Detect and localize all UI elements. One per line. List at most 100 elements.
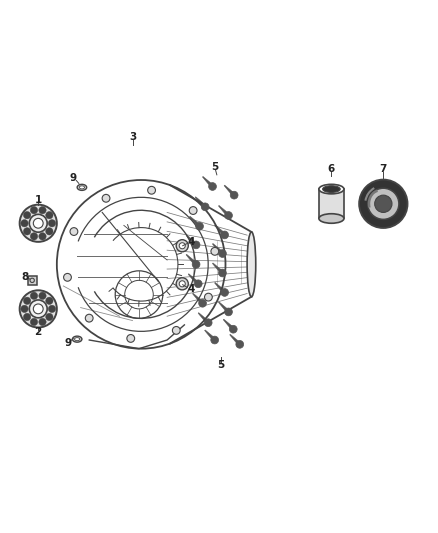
Circle shape: [85, 314, 93, 322]
Circle shape: [221, 231, 229, 239]
Circle shape: [374, 195, 392, 213]
Circle shape: [70, 228, 78, 236]
Circle shape: [194, 280, 202, 288]
Ellipse shape: [247, 232, 256, 297]
Circle shape: [192, 241, 200, 249]
Bar: [28, 276, 36, 285]
Text: 3: 3: [129, 132, 136, 142]
Circle shape: [179, 281, 185, 287]
Circle shape: [225, 212, 233, 220]
Circle shape: [48, 220, 56, 227]
Circle shape: [179, 243, 185, 249]
Text: 4: 4: [188, 284, 195, 294]
Circle shape: [102, 195, 110, 202]
Polygon shape: [215, 282, 226, 294]
Circle shape: [204, 319, 212, 327]
Circle shape: [199, 300, 206, 307]
Polygon shape: [186, 254, 197, 265]
Circle shape: [211, 336, 219, 344]
Circle shape: [33, 304, 43, 314]
Circle shape: [192, 261, 200, 268]
Circle shape: [39, 292, 46, 300]
Circle shape: [176, 240, 188, 252]
Circle shape: [219, 249, 226, 257]
Polygon shape: [190, 216, 201, 228]
Circle shape: [23, 297, 31, 304]
Ellipse shape: [72, 336, 82, 342]
Polygon shape: [205, 330, 216, 341]
Circle shape: [39, 206, 46, 214]
Circle shape: [21, 220, 28, 227]
Circle shape: [46, 313, 53, 321]
Polygon shape: [195, 197, 206, 208]
Circle shape: [208, 183, 216, 190]
Circle shape: [39, 318, 46, 326]
Circle shape: [148, 187, 155, 194]
Ellipse shape: [79, 186, 85, 189]
Polygon shape: [186, 235, 197, 246]
Polygon shape: [192, 293, 204, 304]
Circle shape: [23, 228, 31, 235]
Ellipse shape: [74, 337, 80, 341]
Circle shape: [33, 219, 43, 228]
Circle shape: [236, 341, 244, 348]
Circle shape: [176, 278, 188, 290]
Polygon shape: [230, 334, 241, 345]
Circle shape: [30, 206, 38, 214]
Circle shape: [127, 335, 134, 342]
Polygon shape: [188, 274, 199, 285]
Text: 8: 8: [21, 272, 29, 282]
Ellipse shape: [319, 214, 344, 223]
Circle shape: [29, 214, 47, 232]
Text: 9: 9: [69, 173, 76, 183]
Text: 5: 5: [218, 360, 225, 370]
Ellipse shape: [323, 185, 340, 192]
Ellipse shape: [77, 184, 87, 190]
Circle shape: [23, 212, 31, 219]
Circle shape: [368, 188, 399, 220]
Polygon shape: [215, 225, 226, 236]
Circle shape: [46, 212, 53, 219]
Circle shape: [30, 292, 38, 300]
Text: 2: 2: [35, 327, 42, 337]
Circle shape: [173, 327, 180, 334]
Circle shape: [211, 247, 219, 255]
Polygon shape: [224, 185, 235, 196]
Text: 4: 4: [188, 237, 195, 247]
Ellipse shape: [319, 184, 344, 194]
Circle shape: [30, 233, 38, 240]
Circle shape: [221, 288, 229, 296]
Circle shape: [48, 305, 56, 312]
Text: 7: 7: [380, 164, 387, 174]
Text: 9: 9: [64, 338, 71, 349]
Text: 5: 5: [211, 162, 218, 172]
Circle shape: [201, 203, 209, 211]
Circle shape: [46, 228, 53, 235]
Circle shape: [20, 205, 57, 242]
Polygon shape: [219, 302, 230, 313]
Polygon shape: [223, 319, 234, 330]
Circle shape: [205, 293, 212, 301]
Circle shape: [219, 269, 226, 277]
Circle shape: [21, 305, 28, 312]
Circle shape: [196, 222, 203, 230]
Circle shape: [46, 297, 53, 304]
Circle shape: [39, 233, 46, 240]
Circle shape: [64, 273, 71, 281]
Polygon shape: [202, 176, 214, 188]
Circle shape: [30, 318, 38, 326]
Bar: [319, 189, 344, 219]
Circle shape: [230, 191, 238, 199]
Polygon shape: [219, 205, 230, 217]
Circle shape: [23, 313, 31, 321]
Circle shape: [359, 180, 407, 228]
Polygon shape: [212, 263, 224, 274]
Text: 1: 1: [35, 195, 42, 205]
Polygon shape: [198, 313, 209, 324]
Circle shape: [230, 325, 237, 333]
Text: 6: 6: [328, 164, 335, 174]
Circle shape: [225, 308, 233, 316]
Circle shape: [20, 290, 57, 327]
Circle shape: [189, 207, 197, 214]
Polygon shape: [212, 244, 224, 255]
